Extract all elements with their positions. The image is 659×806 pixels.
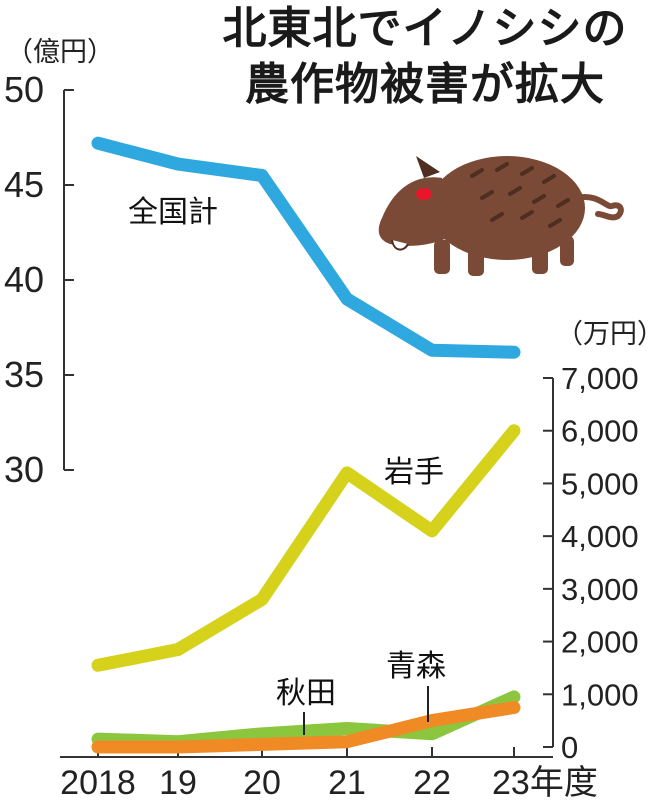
- right-axis-tick-label: 4,000: [561, 519, 639, 554]
- boar-illustration: [378, 156, 624, 276]
- right-axis-tick-label: 0: [561, 730, 578, 765]
- boar-tusk: [391, 239, 409, 251]
- boar-leg-1: [434, 240, 450, 274]
- left-axis-tick-label: 45: [4, 164, 44, 205]
- right-axis-tick-label: 3,000: [561, 572, 639, 607]
- boar-eye: [416, 188, 432, 200]
- right-axis-tick-label: 1,000: [561, 677, 639, 712]
- boar-fur-mark: [532, 194, 546, 204]
- boar-leg-3: [532, 244, 548, 274]
- x-axis-tick-label: 21: [328, 764, 366, 802]
- left-axis-tick-label: 50: [4, 69, 44, 110]
- series-label-akita: 秋田: [276, 676, 336, 711]
- boar-fur-mark: [520, 210, 534, 220]
- series-lines: [91, 136, 521, 754]
- left-axis-tick-label: 40: [4, 259, 44, 300]
- x-axis-tick-label: 20: [243, 764, 281, 802]
- boar-ear: [416, 156, 440, 178]
- chart-title-line-2: 農作物被害が拡大: [245, 59, 605, 110]
- right-axis-tick-label: 6,000: [561, 414, 639, 449]
- right-axis-tick-label: 7,000: [561, 361, 639, 396]
- series-line-aomori: [91, 701, 521, 754]
- right-axis-unit: （万円）: [556, 319, 659, 350]
- boar-fur-mark: [490, 212, 504, 222]
- boar-fur-mark: [520, 166, 534, 176]
- boar-fur-mark: [470, 168, 484, 178]
- boar-fur-mark: [495, 162, 509, 172]
- boar-fur-mark: [542, 174, 556, 184]
- series-label-iwate: 岩手: [384, 455, 444, 490]
- right-axis-tick-label: 2,000: [561, 625, 639, 660]
- left-axis-tick-label: 35: [4, 354, 44, 395]
- boar-fur-mark: [548, 218, 562, 228]
- series-label-aomori: 青森: [386, 649, 446, 684]
- series-line-iwate: [91, 424, 521, 672]
- chart-title-line-1: 北東北でイノシシの: [222, 3, 628, 54]
- boar-fur-mark: [480, 190, 494, 200]
- x-axis-tick-label: 23年度: [492, 764, 598, 802]
- axes: 30 35 40 45 50 0 1,000 2,000 3,000 4,000 5,000 6,00…: [4, 69, 639, 802]
- boar-fur-mark: [556, 198, 570, 208]
- right-axis-tick-label: 5,000: [561, 466, 639, 501]
- left-axis-tick-label: 30: [4, 449, 44, 490]
- x-axis-tick-label: 2018: [60, 764, 136, 802]
- left-axis-unit: （億円）: [6, 37, 114, 68]
- boar-head: [378, 177, 452, 246]
- x-axis-tick-label: 19: [159, 764, 197, 802]
- series-line-national: [91, 136, 521, 359]
- boar-fur-mark: [508, 186, 522, 196]
- boar-leg-2: [468, 248, 484, 276]
- x-axis-tick-label: 22: [413, 764, 451, 802]
- boar-tail: [574, 193, 624, 221]
- series-label-national: 全国計: [128, 195, 218, 230]
- boar-fur-marks: [470, 162, 570, 228]
- boar-leg-4: [560, 236, 574, 266]
